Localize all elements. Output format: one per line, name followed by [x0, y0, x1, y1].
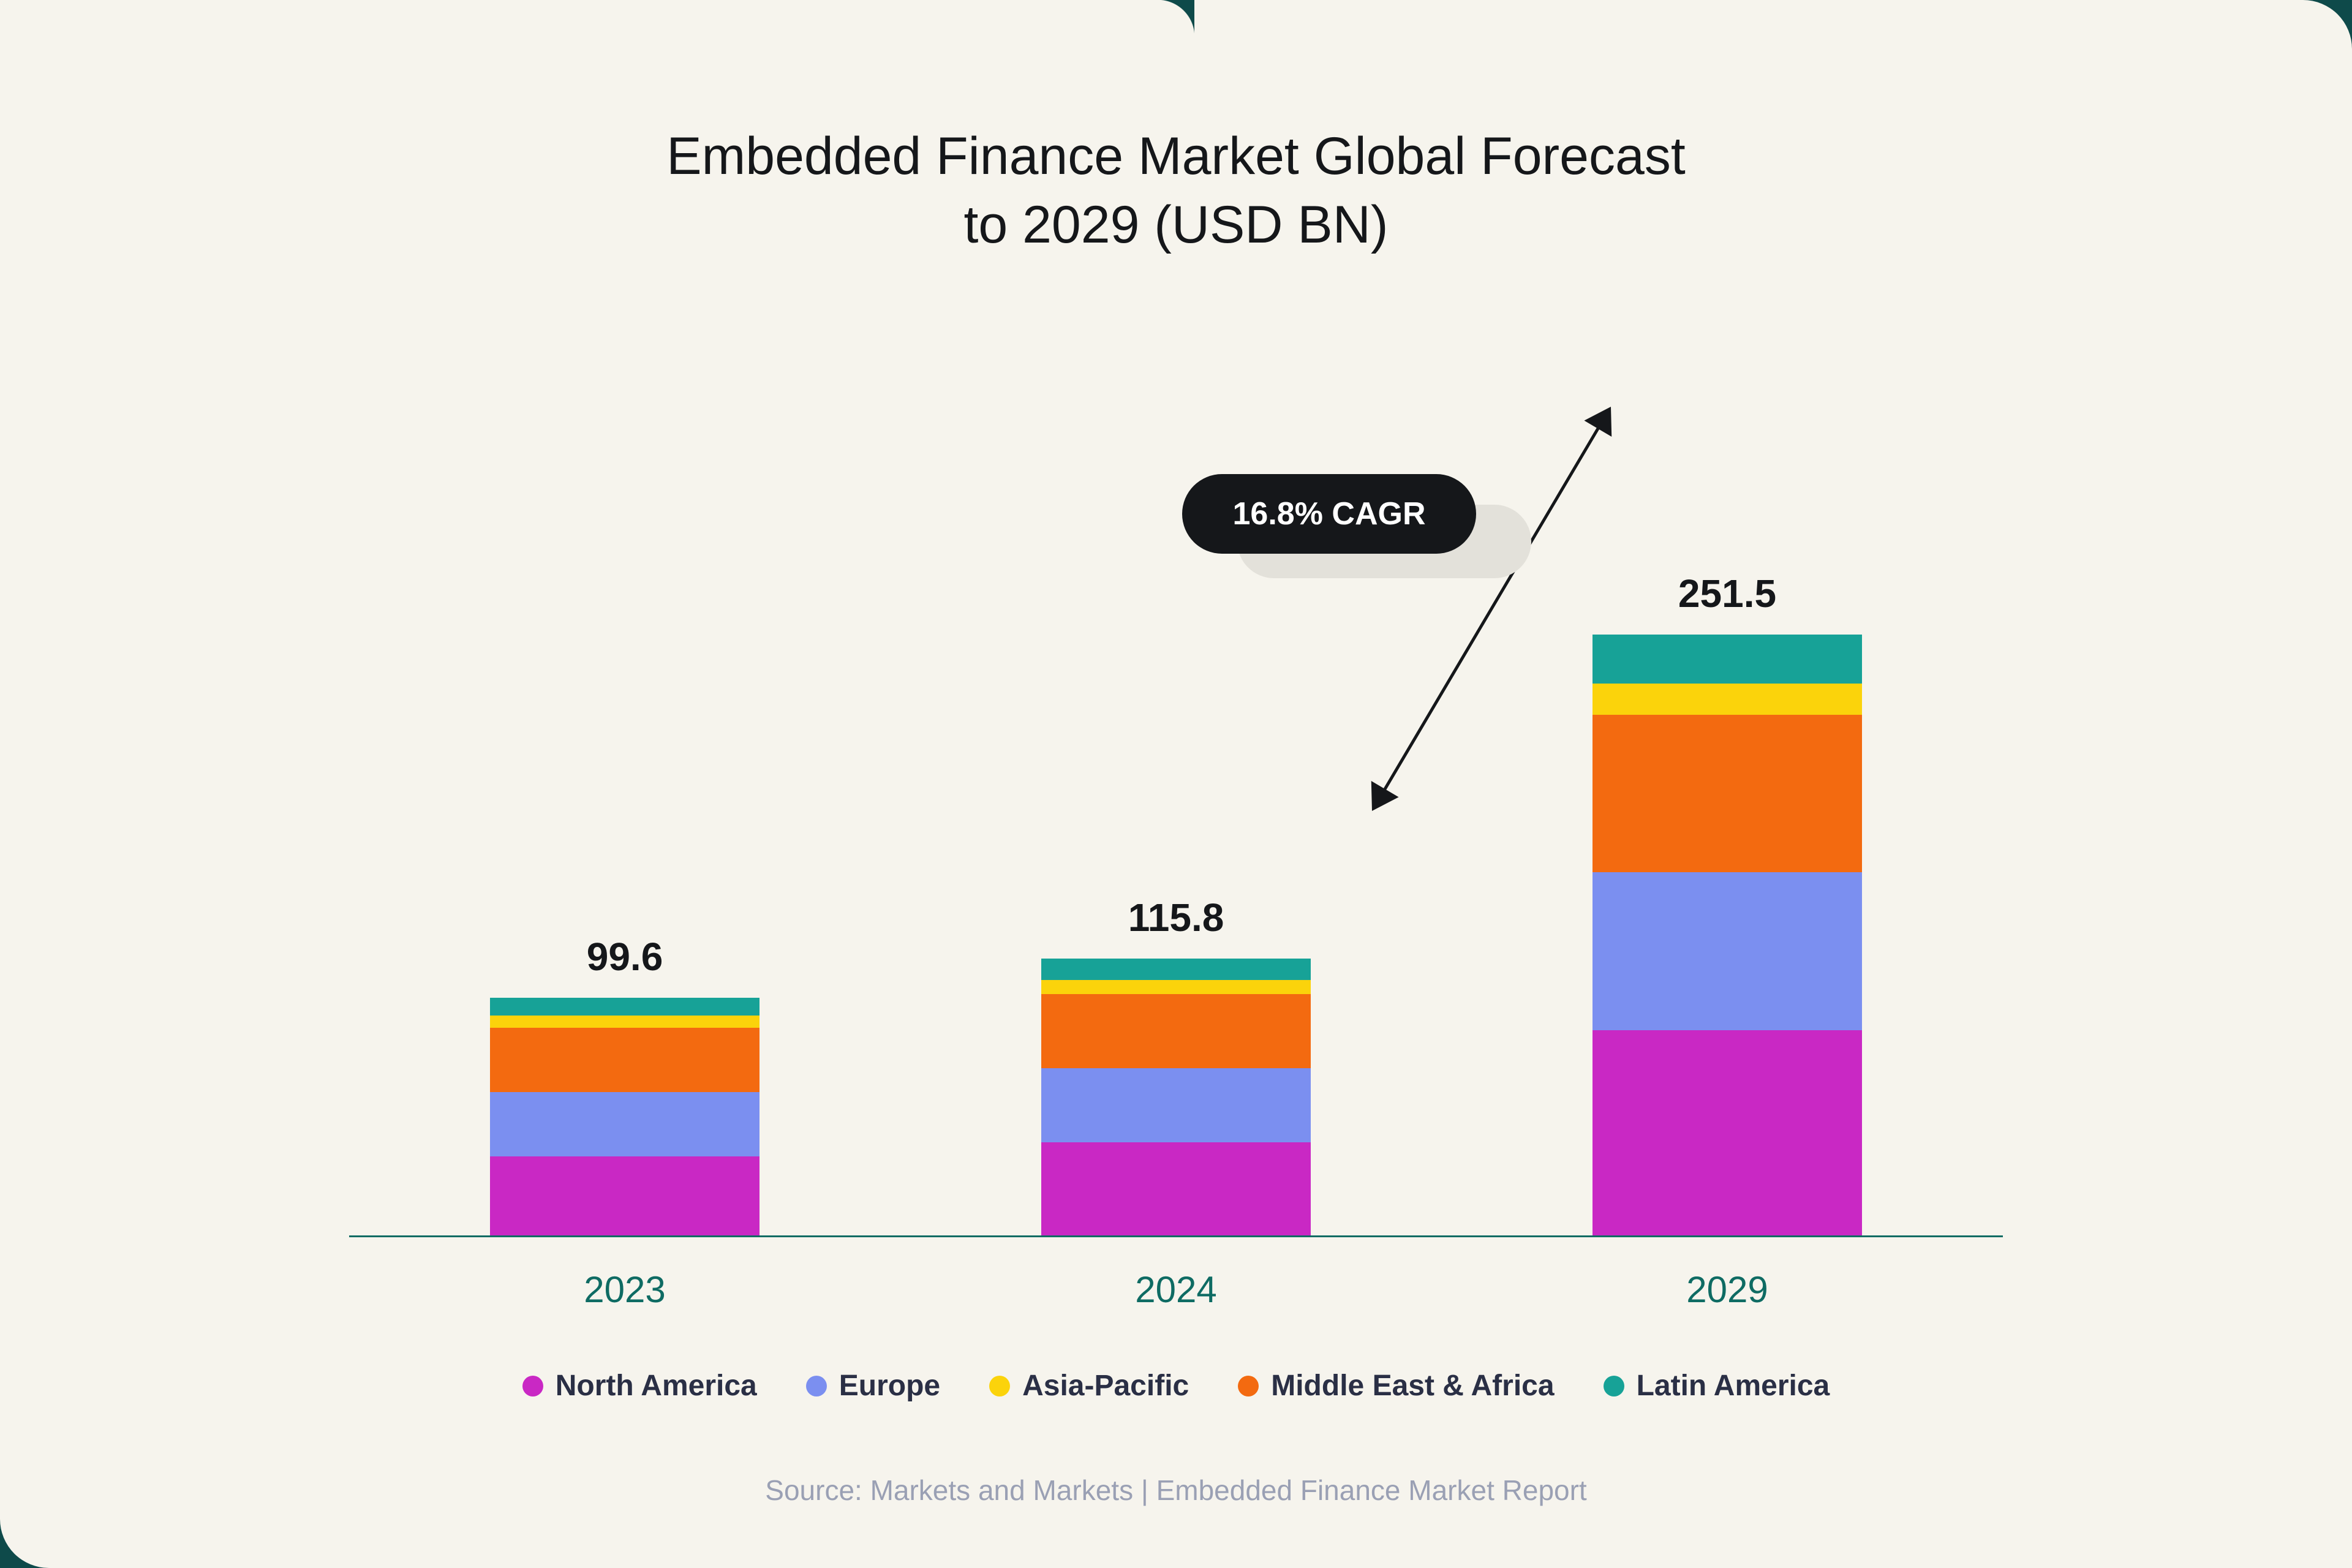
- legend-label: Europe: [839, 1369, 940, 1403]
- legend-label: Middle East & Africa: [1271, 1369, 1554, 1403]
- x-axis-label: 2023: [490, 1268, 760, 1311]
- chart-title: Embedded Finance Market Global Forecast …: [666, 123, 1685, 260]
- chart-area: 16.8% CAGR 99.6115.8251.5 202320242029 N…: [349, 345, 2003, 1470]
- cagr-text: 16.8% CAGR: [1233, 496, 1426, 532]
- bar-segment-north-america: [1041, 1142, 1311, 1235]
- legend-item: Asia-Pacific: [989, 1369, 1189, 1403]
- cagr-arrow: [349, 345, 2003, 1080]
- x-axis-labels: 2023 2024 2029: [349, 1268, 2003, 1311]
- legend-item: Middle East & Africa: [1238, 1369, 1554, 1403]
- x-axis-label: 2029: [1593, 1268, 1862, 1311]
- legend-label: Latin America: [1637, 1369, 1830, 1403]
- bar-segment-europe: [490, 1092, 760, 1156]
- legend-swatch: [522, 1376, 543, 1396]
- legend-label: Asia-Pacific: [1022, 1369, 1189, 1403]
- bar-segment-north-america: [490, 1156, 760, 1235]
- legend-swatch: [1238, 1376, 1259, 1396]
- chart-title-line2: to 2029 (USD BN): [963, 195, 1388, 254]
- chart-title-line1: Embedded Finance Market Global Forecast: [666, 127, 1685, 186]
- cagr-badge-pill: 16.8% CAGR: [1182, 474, 1476, 554]
- legend-swatch: [806, 1376, 827, 1396]
- cagr-badge: 16.8% CAGR: [1182, 474, 1476, 554]
- legend-item: Europe: [806, 1369, 940, 1403]
- legend-swatch: [989, 1376, 1010, 1396]
- legend: North America Europe Asia-Pacific Middle Ea…: [349, 1369, 2003, 1403]
- source-attribution: Source: Markets and Markets | Embedded F…: [0, 1474, 2352, 1507]
- x-axis-label: 2024: [1041, 1268, 1311, 1311]
- legend-item: North America: [522, 1369, 757, 1403]
- corner-accent-top-right: [2278, 0, 2352, 74]
- legend-swatch: [1604, 1376, 1624, 1396]
- legend-label: North America: [556, 1369, 757, 1403]
- legend-item: Latin America: [1604, 1369, 1830, 1403]
- chart-card: Embedded Finance Market Global Forecast …: [0, 0, 2352, 1568]
- x-axis-line: [349, 1235, 2003, 1237]
